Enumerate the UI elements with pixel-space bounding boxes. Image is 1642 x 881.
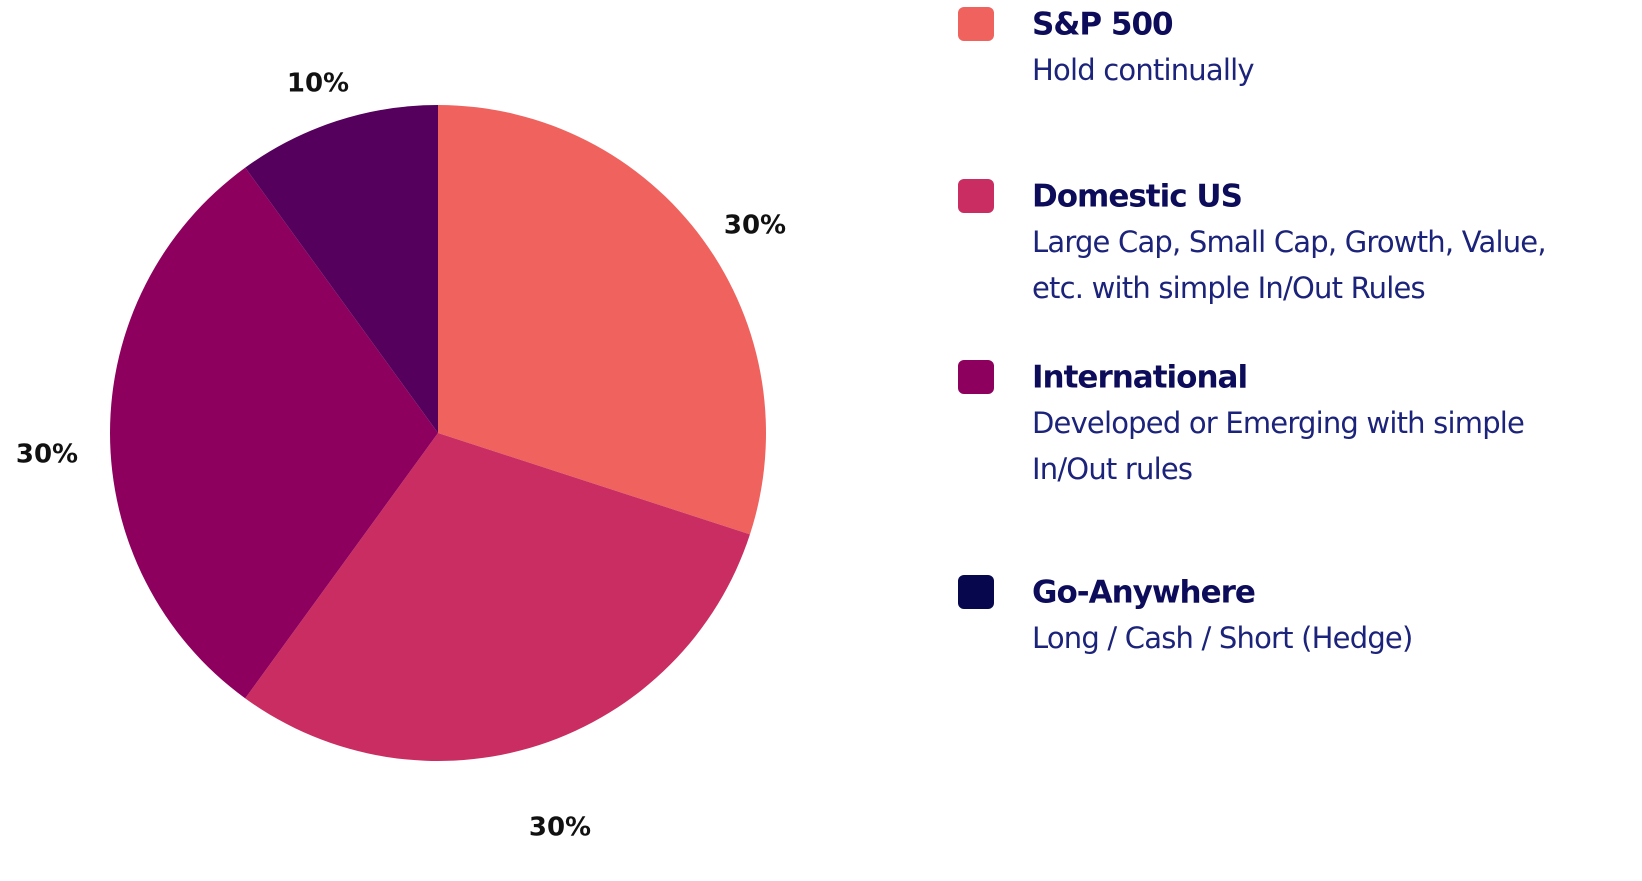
legend-name: Domestic US: [1032, 179, 1242, 215]
legend-description: Long / Cash / Short (Hedge): [1032, 621, 1412, 655]
legend-swatch: [958, 7, 994, 41]
slice-label: 30%: [529, 813, 591, 843]
slice-label: 10%: [287, 69, 349, 99]
legend-name: Go-Anywhere: [1032, 575, 1255, 611]
legend-swatch: [958, 575, 994, 609]
legend-description: In/Out rules: [1032, 452, 1192, 486]
pie-slice: [245, 105, 438, 433]
legend-name: S&P 500: [1032, 7, 1173, 43]
pie-slice: [438, 105, 766, 535]
legend-description: Hold continually: [1032, 53, 1254, 87]
legend-description: etc. with simple In/Out Rules: [1032, 271, 1425, 305]
legend-description: Developed or Emerging with simple: [1032, 406, 1524, 440]
legend-swatch: [958, 360, 994, 394]
legend-description: Large Cap, Small Cap, Growth, Value,: [1032, 225, 1546, 259]
slice-label: 30%: [16, 440, 78, 470]
legend-name: International: [1032, 360, 1247, 396]
legend-swatch: [958, 179, 994, 213]
pie-slice: [245, 433, 750, 761]
slice-label: 30%: [724, 211, 786, 241]
pie-slice: [110, 167, 438, 699]
